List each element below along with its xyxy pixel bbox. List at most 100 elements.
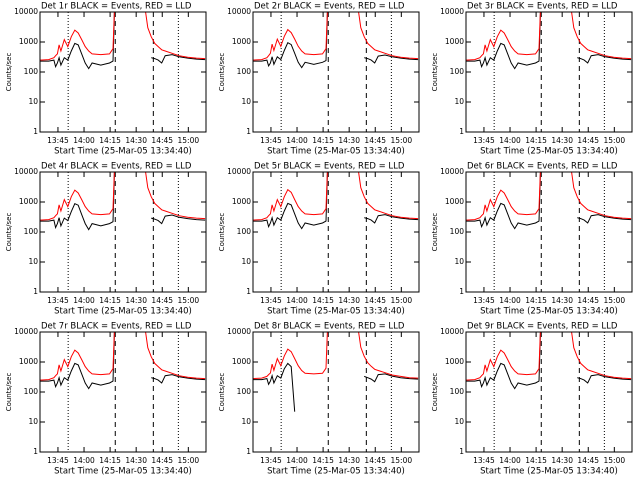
x-axis-label: Start Time (25-Mar-05 13:34:40) xyxy=(54,307,192,317)
panel-title: Det 2r BLACK = Events, RED = LLD xyxy=(254,2,405,12)
y-tick-label: 1000 xyxy=(232,197,251,206)
x-tick-label: 14:45 xyxy=(364,456,386,465)
plot-area xyxy=(466,332,632,390)
plot-area xyxy=(253,172,419,230)
y-tick-label: 1000 xyxy=(445,357,464,366)
x-tick-label: 15:00 xyxy=(391,456,413,465)
x-tick-label: 14:00 xyxy=(73,456,95,465)
y-tick-label: 1 xyxy=(246,447,251,456)
y-tick-label: 10000 xyxy=(440,327,464,336)
x-tick-label: 14:15 xyxy=(99,136,121,145)
y-axis-label: Counts/sec xyxy=(218,53,226,92)
x-tick-label: 14:45 xyxy=(364,296,386,305)
y-tick-label: 100 xyxy=(450,67,465,76)
y-tick-label: 10 xyxy=(241,257,251,266)
x-axis-label: Start Time (25-Mar-05 13:34:40) xyxy=(54,147,192,157)
x-axis-label: Start Time (25-Mar-05 13:34:40) xyxy=(267,307,405,317)
panel: Det 8r BLACK = Events, RED = LLD Start Ti… xyxy=(218,322,420,477)
x-tick-label: 14:15 xyxy=(312,456,334,465)
x-tick-label: 15:00 xyxy=(178,456,200,465)
y-tick-label: 10 xyxy=(28,417,38,426)
plot-frame xyxy=(39,11,207,133)
y-tick-label: 10 xyxy=(241,417,251,426)
x-tick-label: 14:00 xyxy=(73,296,95,305)
y-tick-label: 100 xyxy=(24,67,39,76)
x-tick-label: 15:00 xyxy=(604,136,626,145)
series-line xyxy=(466,332,632,390)
x-tick-label: 14:45 xyxy=(151,136,173,145)
y-tick-label: 100 xyxy=(237,227,252,236)
x-tick-label: 15:00 xyxy=(178,296,200,305)
x-tick-label: 14:45 xyxy=(577,456,599,465)
x-tick-label: 15:00 xyxy=(178,136,200,145)
y-tick-label: 10 xyxy=(28,97,38,106)
series-line xyxy=(253,172,419,221)
y-axis-label: Counts/sec xyxy=(218,213,226,252)
x-tick-label: 14:00 xyxy=(73,136,95,145)
series-line xyxy=(40,172,206,221)
series-line xyxy=(466,172,632,230)
panel: Det 2r BLACK = Events, RED = LLD Start Ti… xyxy=(218,2,420,157)
y-tick-label: 1000 xyxy=(19,197,38,206)
y-axis-label: Counts/sec xyxy=(431,213,439,252)
panel-title: Det 5r BLACK = Events, RED = LLD xyxy=(254,162,405,172)
x-tick-label: 14:30 xyxy=(551,296,573,305)
y-tick-label: 10 xyxy=(241,97,251,106)
x-tick-label: 14:15 xyxy=(525,456,547,465)
x-tick-label: 13:45 xyxy=(260,136,282,145)
x-tick-label: 13:45 xyxy=(473,456,495,465)
x-tick-label: 14:15 xyxy=(99,296,121,305)
x-tick-label: 14:00 xyxy=(499,456,521,465)
plot-area xyxy=(253,12,419,69)
panel: Det 9r BLACK = Events, RED = LLD Start Ti… xyxy=(431,322,633,477)
x-tick-label: 14:00 xyxy=(286,296,308,305)
y-tick-label: 1 xyxy=(459,287,464,296)
y-tick-label: 100 xyxy=(450,387,465,396)
plot-frame xyxy=(252,171,420,293)
y-tick-label: 100 xyxy=(450,227,465,236)
y-tick-label: 10000 xyxy=(227,327,251,336)
plot-area xyxy=(40,172,206,231)
x-tick-label: 13:45 xyxy=(47,456,69,465)
y-tick-label: 10 xyxy=(28,257,38,266)
y-tick-label: 100 xyxy=(237,67,252,76)
panel-title: Det 8r BLACK = Events, RED = LLD xyxy=(254,322,405,332)
panel-title: Det 1r BLACK = Events, RED = LLD xyxy=(41,2,192,12)
x-tick-label: 14:45 xyxy=(577,296,599,305)
x-tick-label: 13:45 xyxy=(47,136,69,145)
x-tick-label: 13:45 xyxy=(260,296,282,305)
x-tick-label: 14:00 xyxy=(499,296,521,305)
y-axis-label: Counts/sec xyxy=(5,373,13,412)
x-tick-label: 14:45 xyxy=(364,136,386,145)
x-tick-label: 14:45 xyxy=(577,136,599,145)
series-line xyxy=(253,12,419,69)
y-tick-label: 1000 xyxy=(445,37,464,46)
x-tick-label: 14:30 xyxy=(338,136,360,145)
series-line xyxy=(253,12,419,61)
series-line xyxy=(466,172,632,221)
x-tick-label: 15:00 xyxy=(604,296,626,305)
panel-title: Det 3r BLACK = Events, RED = LLD xyxy=(467,2,618,12)
y-tick-label: 10 xyxy=(454,417,464,426)
x-axis-label: Start Time (25-Mar-05 13:34:40) xyxy=(54,467,192,477)
y-tick-label: 10000 xyxy=(14,7,38,16)
plot-frame xyxy=(465,11,633,133)
x-tick-label: 14:15 xyxy=(99,456,121,465)
y-axis-label: Counts/sec xyxy=(431,373,439,412)
panel: Det 6r BLACK = Events, RED = LLD Start Ti… xyxy=(431,162,633,317)
series-line xyxy=(40,12,206,61)
y-tick-label: 100 xyxy=(24,227,39,236)
plot-frame xyxy=(465,331,633,453)
x-tick-label: 14:30 xyxy=(125,456,147,465)
y-tick-label: 1 xyxy=(459,447,464,456)
y-tick-label: 10 xyxy=(454,257,464,266)
x-tick-label: 13:45 xyxy=(473,296,495,305)
series-line xyxy=(253,172,419,230)
panel: Det 5r BLACK = Events, RED = LLD Start Ti… xyxy=(218,162,420,317)
x-tick-label: 14:45 xyxy=(151,456,173,465)
x-tick-label: 14:30 xyxy=(551,456,573,465)
series-line xyxy=(253,362,419,412)
x-axis-label: Start Time (25-Mar-05 13:34:40) xyxy=(267,147,405,157)
x-tick-label: 14:45 xyxy=(151,296,173,305)
